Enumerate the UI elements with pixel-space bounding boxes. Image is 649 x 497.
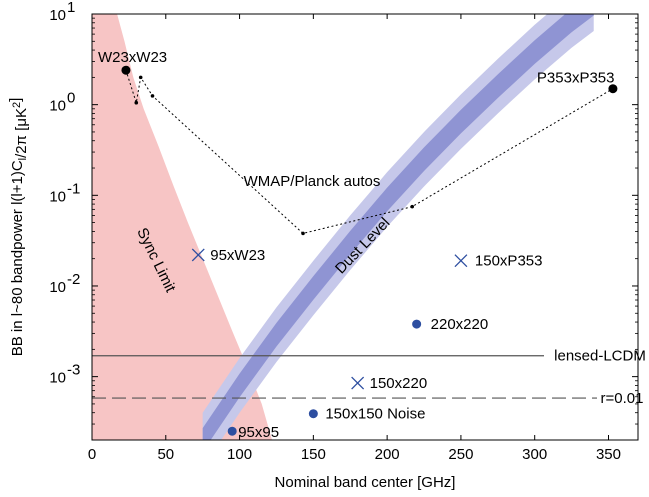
point-label-95xw23: 95xW23	[210, 247, 265, 264]
y-axis-label-part: ]	[7, 98, 24, 102]
x-tick-label: 300	[522, 446, 547, 463]
marker-p353xp353	[608, 84, 618, 94]
marker-95xw23	[191, 248, 205, 262]
x-tick-label: 200	[375, 446, 400, 463]
reference-label-r-0-01: r=0.01	[601, 390, 644, 407]
wmap-planck-auto-point	[138, 75, 143, 80]
wmap-planck-autos-label: WMAP/Planck autos	[244, 173, 381, 190]
y-tick-label: 10	[49, 188, 66, 205]
reference-label-bg	[544, 346, 649, 365]
x-tick-label: 250	[448, 446, 473, 463]
plot-area	[92, 14, 638, 440]
y-tick-exponent: -2	[67, 271, 80, 288]
point-label-w23xw23: W23xW23	[98, 49, 167, 66]
plot-frame	[91, 13, 639, 441]
x-axis-label: Nominal band center [GHz]	[275, 474, 456, 491]
point-label-150xp353: 150xP353	[475, 253, 543, 270]
marker-x-stroke	[351, 376, 365, 390]
y-tick-label: 10	[49, 7, 66, 24]
point-label-220x220: 220x220	[431, 316, 489, 333]
dust-level-band-outer	[202, 14, 594, 440]
marker-95x95	[227, 426, 237, 436]
marker-220x220	[412, 319, 422, 329]
y-axis-label-part: 2	[11, 102, 23, 108]
x-tick-label: 150	[301, 446, 326, 463]
y-tick-exponent: 1	[67, 0, 75, 16]
marker-x-stroke	[191, 248, 205, 262]
point-label-p353xp353: P353xP353	[537, 70, 615, 87]
wmap-planck-auto-point	[301, 231, 305, 236]
y-axis-label-part: /2π [μK	[13, 108, 30, 158]
sync-limit-band	[92, 14, 273, 440]
y-tick-label: 10	[49, 279, 66, 296]
wmap-planck-auto-point	[150, 94, 155, 98]
wmap-planck-auto-point	[410, 204, 415, 209]
y-axis-label: BB in l~80 bandpower l(l+1)Cl/2π [μK2]	[7, 98, 30, 357]
marker-150x220	[351, 376, 365, 390]
y-axis-label-part: BB in l~80 bandpower l(l+1)C	[9, 160, 26, 356]
reference-label-bg	[597, 389, 647, 408]
reference-label-lensed-lcdm: lensed-LCDM	[554, 348, 646, 365]
y-tick-exponent: 0	[67, 90, 75, 107]
marker-x-stroke	[454, 254, 468, 268]
y-tick-label: 10	[49, 370, 66, 387]
x-tick-label: 350	[596, 446, 621, 463]
x-tick-label: 100	[227, 446, 252, 463]
marker-150xp353	[454, 254, 468, 268]
point-label-150x220: 150x220	[370, 375, 428, 392]
y-tick-exponent: -1	[67, 180, 80, 197]
x-tick-label: 0	[88, 446, 96, 463]
y-axis-label-part: l	[17, 158, 29, 160]
point-label-150x150-noise: 150x150 Noise	[325, 406, 425, 423]
marker-150x150-noise	[308, 409, 318, 419]
x-tick-label: 50	[157, 446, 174, 463]
y-tick-label: 10	[49, 98, 66, 115]
marker-w23xw23	[121, 65, 131, 75]
point-label-95x95: 95x95	[238, 424, 279, 441]
wmap-planck-auto-point	[134, 100, 139, 105]
y-tick-exponent: -3	[67, 362, 80, 379]
